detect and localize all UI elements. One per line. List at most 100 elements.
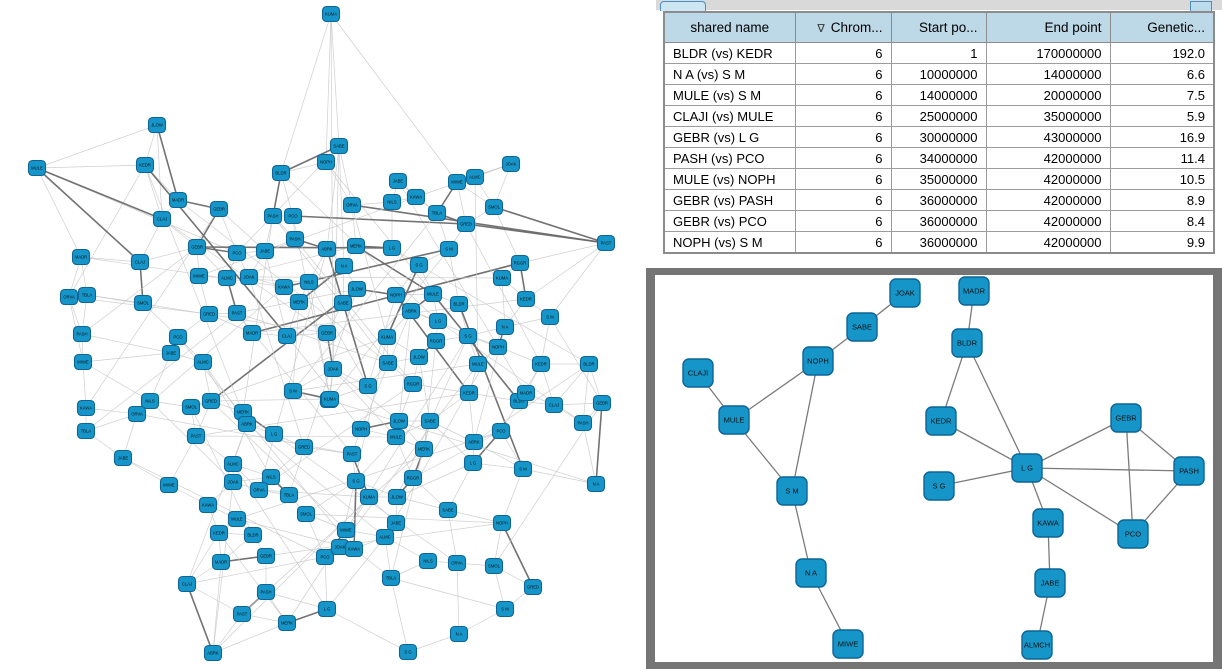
overview-network-node[interactable]: JABE [388,172,408,190]
overview-network-node[interactable]: S G [398,643,418,661]
detail-network-node[interactable]: GEBR [1110,403,1142,433]
overview-network-node[interactable]: NOPH [386,286,406,304]
overview-network-node[interactable]: S G [409,256,429,274]
overview-network-node[interactable]: L G [463,454,483,472]
overview-network-node[interactable]: JLOW [347,280,367,298]
overview-network-node[interactable]: TBLA [279,486,299,504]
overview-network-node[interactable]: JOAK [323,360,343,378]
overview-network-node[interactable]: ORVA [447,554,467,572]
overview-network-node[interactable]: MADR [168,191,188,209]
overview-network-node[interactable]: GEBR [209,200,229,218]
overview-network-node[interactable]: ABRK [464,433,484,451]
overview-network-node[interactable]: MERK [414,440,434,458]
overview-network-node[interactable]: CLAJ [277,327,297,345]
table-row[interactable]: MULE (vs) S M 6 14000000 20000000 7.5 [663,84,1215,106]
overview-network-node[interactable]: NOPH [492,514,512,532]
overview-network-node[interactable]: PAST [596,234,616,252]
detail-network-canvas[interactable]: JOAK MADR SABE NOPH BLDR CLAJI MULE KEDR GEBR L G… [655,275,1213,662]
detail-network-node[interactable]: ALMCH [1021,630,1053,660]
table-row[interactable]: GEBR (vs) L G 6 30000000 43000000 16.9 [663,126,1215,148]
overview-network-node[interactable]: PASH [573,414,593,432]
table-tab[interactable] [660,1,706,11]
overview-network-node[interactable]: KEDR [516,290,536,308]
detail-network-node[interactable]: S G [923,471,955,501]
overview-network-node[interactable]: PASH [72,325,92,343]
overview-network-node[interactable]: SMOL [133,294,153,312]
overview-network-node[interactable]: N A [449,625,469,643]
overview-network-node[interactable]: KUMA [377,328,397,346]
overview-network-node[interactable]: MIWE [336,521,356,539]
detail-network-node[interactable]: S M [776,476,808,506]
overview-network-node[interactable]: MERK [346,237,366,255]
overview-network-node[interactable]: KEDR [531,355,551,373]
overview-network-node[interactable]: JLOW [147,116,167,134]
detail-network-node[interactable]: KEDR [925,406,957,436]
overview-network-node[interactable]: SABE [438,501,458,519]
table-row[interactable]: PASH (vs) PCO 6 34000000 42000000 11.4 [663,147,1215,169]
overview-network-node[interactable]: JABE [161,344,181,362]
overview-network-node[interactable]: NILS [299,273,319,291]
detail-network-node[interactable]: PASH [1173,456,1205,486]
overview-network-node[interactable]: MIWE [189,267,209,285]
overview-network-node[interactable]: GRED [456,215,476,233]
overview-network-node[interactable]: JABE [113,449,133,467]
overview-network-node[interactable]: L G [264,425,284,443]
overview-network-node[interactable]: TBLA [77,286,97,304]
overview-network-node[interactable]: GEBR [256,547,276,565]
overview-network-node[interactable]: JOAK [223,473,243,491]
overview-network-node[interactable]: ORVA [127,405,147,423]
overview-network-node[interactable]: PAST [232,605,252,623]
overview-network-node[interactable]: S M [513,460,533,478]
overview-network-node[interactable]: KAWA [406,188,426,206]
overview-network-node[interactable]: PCO [283,207,303,225]
overview-network-node[interactable]: MADR [71,248,91,266]
overview-network-node[interactable]: KUMA [359,488,379,506]
column-header-2[interactable]: Start po... [890,11,987,43]
overview-network-node[interactable]: SABE [329,137,349,155]
overview-network-node[interactable]: S M [495,600,515,618]
overview-network-node[interactable]: MERK [289,293,309,311]
overview-network-node[interactable]: KEDR [209,524,229,542]
overview-network-node[interactable]: ALMC [375,528,395,546]
overview-network-node[interactable]: KAWA [274,278,294,296]
overview-network-node[interactable]: NILS [418,552,438,570]
overview-network-node[interactable]: MULE [27,159,47,177]
table-row[interactable]: GEBR (vs) PASH 6 36000000 42000000 8.9 [663,189,1215,211]
overview-network-node[interactable]: MIWE [159,476,179,494]
overview-network-node[interactable]: KUMA [320,390,340,408]
overview-network-node[interactable]: SABE [333,294,353,312]
table-row[interactable]: NOPH (vs) S M 6 36000000 42000000 9.9 [663,231,1215,254]
overview-network-node[interactable]: ORVA [342,196,362,214]
detail-network-node[interactable]: JOAK [889,278,921,308]
detail-network-node[interactable]: L G [1011,453,1043,483]
overview-network-node[interactable]: JABE [255,242,275,260]
overview-network-node[interactable]: MADR [516,384,536,402]
overview-network-node[interactable]: ALMC [217,269,237,287]
detail-network-node[interactable]: NOPH [802,346,834,376]
overview-network-node[interactable]: PAST [342,445,362,463]
overview-network-node[interactable]: SABE [378,354,398,372]
detail-network-node[interactable]: SABE [846,312,878,342]
overview-network-node[interactable]: TBLA [427,204,447,222]
overview-network-node[interactable]: SMOL [296,505,316,523]
overview-network-node[interactable]: KAWA [344,540,364,558]
table-row[interactable]: N A (vs) S M 6 10000000 14000000 6.6 [663,63,1215,85]
overview-network-node[interactable]: SABE [420,412,440,430]
overview-network-node[interactable]: PCO [491,422,511,440]
overview-network-node[interactable]: GEBR [187,238,207,256]
overview-network-node[interactable]: GRED [199,305,219,323]
overview-network-node[interactable]: CLAJ [130,253,150,271]
overview-network-node[interactable]: PASH [285,230,305,248]
overview-network-node[interactable]: MULE [468,355,488,373]
detail-network-node[interactable]: MULE [718,405,750,435]
overview-network-node[interactable]: NOPH [316,153,336,171]
overview-network-node[interactable]: PCO [168,328,188,346]
detail-network-node[interactable]: PCO [1117,519,1149,549]
overview-network-node[interactable]: KEDR [459,384,479,402]
overview-network-node[interactable]: JOAK [239,268,259,286]
overview-network-node[interactable]: L G [428,312,448,330]
column-header-1[interactable]: ∇ Chrom... [794,11,892,43]
overview-network-node[interactable]: JOAK [501,155,521,173]
detail-network-node[interactable]: BLDR [951,328,983,358]
overview-network-node[interactable]: S G [346,472,366,490]
